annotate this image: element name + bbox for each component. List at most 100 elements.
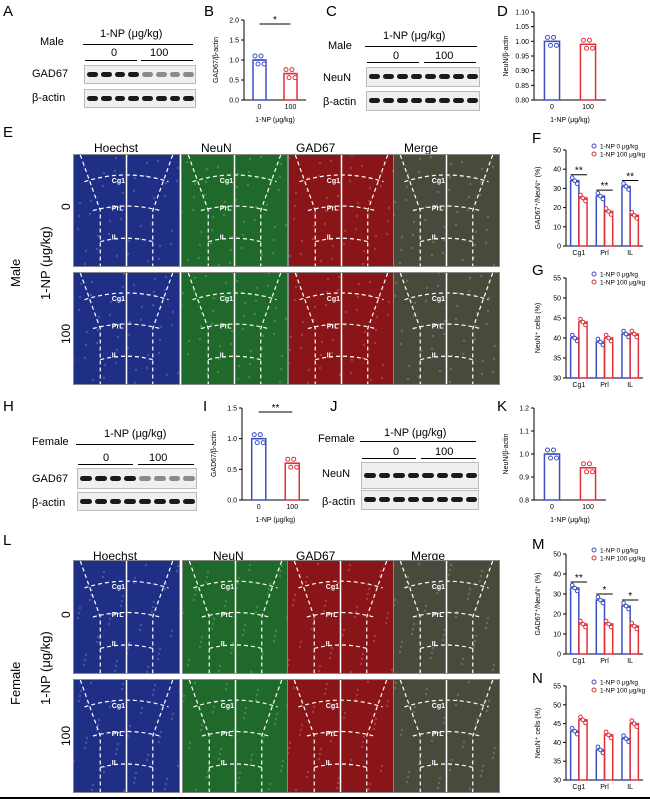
- legend-marker: [591, 555, 597, 561]
- data-point: [598, 339, 603, 345]
- sex-rotated-label: Male: [8, 258, 23, 287]
- region-boundary: [79, 561, 101, 673]
- chart-n: 30 35 40 45 50 55 NeuN⁺ cells (%) 1-NP 0 μg/kg1…: [535, 679, 646, 791]
- blot-band: [407, 497, 419, 502]
- region-label: PrL: [221, 731, 233, 738]
- blot-band: [467, 74, 478, 79]
- significance-marker: *: [273, 15, 277, 26]
- legend-marker: [591, 143, 597, 149]
- y-tick-label: 20: [553, 205, 561, 212]
- bar: [543, 40, 561, 101]
- x-tick-label: 0: [257, 504, 261, 511]
- data-point: [608, 212, 614, 217]
- region-label: IL: [326, 760, 333, 767]
- y-tick-label: 0.90: [515, 68, 529, 75]
- y-tick-label: 30: [553, 376, 561, 383]
- region-label: IL: [220, 234, 227, 241]
- x-tick-label: Cg1: [572, 382, 585, 389]
- data-point: [631, 721, 637, 726]
- region-boundary: [472, 273, 494, 384]
- blot-band: [114, 95, 126, 101]
- chart-b: 0.0 0.5 1.0 1.5 2.0 GAD67/β-actin 1-NP (μg/kg)…: [213, 15, 306, 124]
- data-point: [580, 195, 586, 201]
- blot-band: [155, 95, 167, 101]
- y-tick-label: 1.0: [227, 436, 237, 443]
- bar: [579, 43, 597, 101]
- region-label: Cg1: [220, 178, 233, 185]
- significance-marker: **: [626, 171, 634, 182]
- blot-band: [451, 497, 463, 502]
- group-rule: [138, 464, 194, 465]
- region-label: PrL: [112, 612, 124, 619]
- blot-band: [128, 95, 139, 101]
- region-label: IL: [221, 641, 228, 648]
- micrograph-merge-dose0: Cg1 PrL IL: [393, 560, 500, 674]
- region-boundary: [366, 561, 388, 673]
- data-point: [583, 322, 588, 328]
- bar: [543, 453, 561, 501]
- y-tick-label: 30: [553, 592, 561, 599]
- header-rule: [76, 444, 194, 445]
- data-point: [595, 336, 601, 342]
- data-point: [600, 196, 606, 202]
- y-tick-label: 40: [553, 167, 561, 174]
- blot-band: [80, 475, 92, 481]
- y-tick-label: 0.0: [227, 498, 237, 505]
- region-label: IL: [112, 234, 119, 241]
- header-rule: [365, 46, 477, 47]
- bottom-rule: [0, 797, 650, 799]
- data-point: [569, 725, 575, 731]
- significance-marker: **: [601, 181, 609, 192]
- data-point: [634, 334, 640, 340]
- data-point: [251, 432, 257, 438]
- x-tick-label: Prl: [600, 382, 609, 389]
- data-point: [600, 600, 606, 606]
- bar: [621, 737, 631, 781]
- region-label: Cg1: [327, 296, 340, 303]
- header-rule: [360, 441, 476, 442]
- x-tick-label: Prl: [600, 784, 609, 791]
- data-point: [580, 621, 586, 627]
- blot-band: [465, 497, 477, 502]
- data-point: [285, 456, 291, 462]
- dose-zero-label: 0: [393, 50, 400, 62]
- region-label: PrL: [432, 731, 444, 738]
- blot-band: [124, 475, 136, 481]
- data-point: [606, 209, 611, 214]
- x-tick-label: IL: [627, 382, 633, 389]
- micrograph-hoechst-dose0: Cg1 PrL IL: [73, 154, 180, 267]
- blot-band: [439, 74, 450, 79]
- region-boundary: [187, 155, 209, 266]
- bar: [595, 341, 606, 379]
- region-boundary: [366, 680, 388, 792]
- data-point: [257, 432, 263, 438]
- significance-marker: **: [272, 403, 280, 414]
- micrograph-gad-dose0: Cg1 PrL IL: [288, 154, 395, 267]
- region-boundary: [192, 292, 277, 301]
- data-point: [578, 192, 583, 198]
- y-tick-label: 0.85: [515, 83, 529, 90]
- region-label: Cg1: [112, 178, 125, 185]
- data-point: [626, 606, 631, 612]
- dose-hundred-label: 100: [149, 452, 168, 464]
- channel-label-gad67: GAD67: [296, 141, 336, 155]
- neun-blot: [361, 462, 479, 489]
- region-label: PrL: [432, 612, 444, 619]
- data-point: [545, 447, 550, 453]
- region-label: PrL: [220, 324, 232, 331]
- region-boundary: [399, 680, 421, 792]
- blot-band: [142, 95, 153, 101]
- region-label: PrL: [112, 206, 124, 213]
- legend-label: 1-NP 0 μg/kg: [600, 144, 638, 151]
- bar: [621, 185, 631, 247]
- region-boundary: [399, 155, 421, 266]
- y-tick-label: 20: [553, 612, 561, 619]
- data-point: [548, 42, 553, 48]
- region-boundary: [152, 561, 174, 673]
- legend-marker: [591, 547, 597, 553]
- y-tick-label: 2.0: [229, 18, 239, 25]
- y-axis-label: GAD67/β-actin: [211, 431, 218, 477]
- legend-marker: [591, 271, 597, 277]
- region-label: Cg1: [326, 584, 339, 591]
- y-tick-label: 0: [557, 652, 561, 659]
